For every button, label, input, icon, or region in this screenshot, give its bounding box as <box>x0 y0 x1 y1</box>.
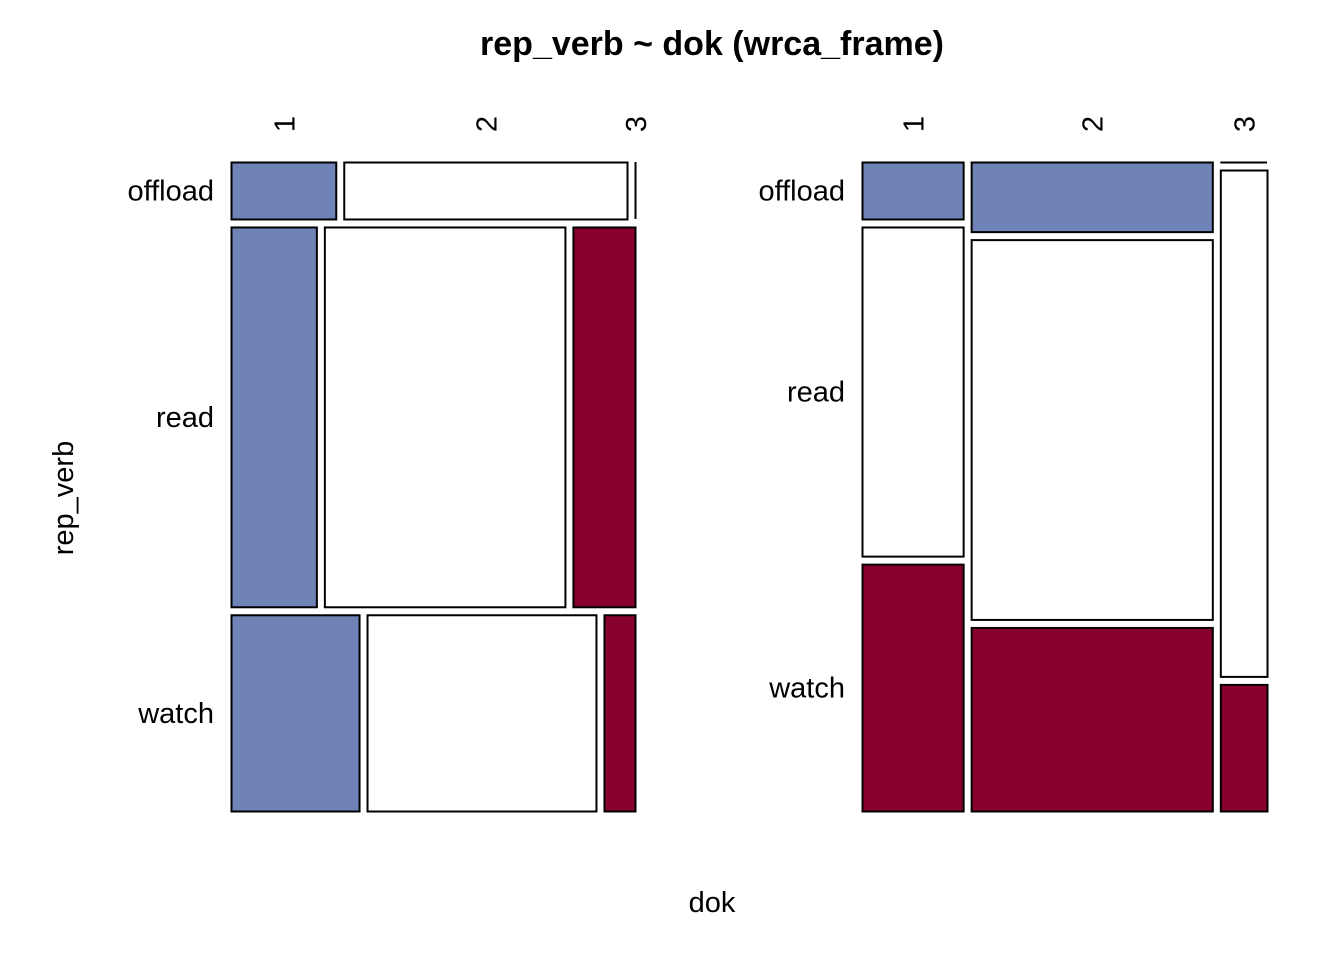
mosaic-cell-2-read <box>970 239 1214 621</box>
mosaic-cell-offload-1 <box>230 161 338 221</box>
mosaic-panel-1: offload read watch 1 2 3 <box>127 116 653 813</box>
mosaic-cell-1-read <box>861 226 965 558</box>
mosaic-cell-3-read <box>1219 169 1269 678</box>
mosaic-cell-watch-2 <box>366 614 598 813</box>
mosaic-cell-1-watch <box>861 563 965 813</box>
col-label-3: 3 <box>1230 116 1262 132</box>
mosaic-cell-read-3 <box>572 226 637 609</box>
mosaic-cell-1-offload <box>861 161 965 221</box>
col-label-3: 3 <box>621 116 653 132</box>
col-label-2: 2 <box>1078 116 1110 132</box>
mosaic-cell-read-1 <box>230 226 318 609</box>
mosaic-cell-3-watch <box>1219 683 1269 813</box>
mosaic-cell-watch-3 <box>603 614 637 813</box>
row-label-read: read <box>156 402 214 434</box>
col-label-1: 1 <box>899 116 931 132</box>
y-axis-label: rep_verb <box>48 441 80 555</box>
mosaic-panel-2: offload read watch 1 2 3 <box>758 116 1269 813</box>
row-label-offload: offload <box>758 175 845 207</box>
col-label-1: 1 <box>269 116 301 132</box>
mosaic-panels: offload read watch 1 2 3 offload read watch 1 2 3 <box>127 116 1269 813</box>
x-axis-label: dok <box>689 887 736 919</box>
row-label-watch: watch <box>768 673 845 705</box>
row-label-watch: watch <box>137 698 214 730</box>
row-label-read: read <box>787 377 845 409</box>
chart-title: rep_verb ~ dok (wrca_frame) <box>480 25 944 63</box>
mosaic-cell-watch-1 <box>230 614 361 813</box>
col-label-2: 2 <box>471 116 503 132</box>
row-label-offload: offload <box>127 175 214 207</box>
mosaic-cell-offload-2 <box>343 161 629 221</box>
mosaic-cell-2-watch <box>970 626 1214 813</box>
mosaic-cell-2-offload <box>970 161 1214 234</box>
mosaic-cell-read-2 <box>323 226 567 609</box>
